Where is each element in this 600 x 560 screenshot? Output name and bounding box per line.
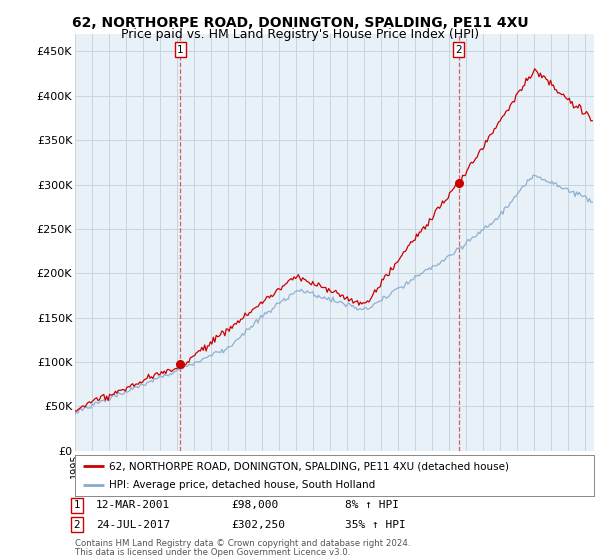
Text: 8% ↑ HPI: 8% ↑ HPI — [345, 500, 399, 510]
Text: HPI: Average price, detached house, South Holland: HPI: Average price, detached house, Sout… — [109, 480, 375, 489]
Text: 2: 2 — [73, 520, 80, 530]
Text: £98,000: £98,000 — [231, 500, 278, 510]
Text: Price paid vs. HM Land Registry's House Price Index (HPI): Price paid vs. HM Land Registry's House … — [121, 28, 479, 41]
Text: 62, NORTHORPE ROAD, DONINGTON, SPALDING, PE11 4XU: 62, NORTHORPE ROAD, DONINGTON, SPALDING,… — [71, 16, 529, 30]
Text: 1: 1 — [73, 500, 80, 510]
Text: 62, NORTHORPE ROAD, DONINGTON, SPALDING, PE11 4XU (detached house): 62, NORTHORPE ROAD, DONINGTON, SPALDING,… — [109, 461, 509, 471]
Text: £302,250: £302,250 — [231, 520, 285, 530]
Text: 24-JUL-2017: 24-JUL-2017 — [96, 520, 170, 530]
Text: This data is licensed under the Open Government Licence v3.0.: This data is licensed under the Open Gov… — [75, 548, 350, 557]
Text: 2: 2 — [455, 45, 462, 54]
Text: 12-MAR-2001: 12-MAR-2001 — [96, 500, 170, 510]
Text: 35% ↑ HPI: 35% ↑ HPI — [345, 520, 406, 530]
Text: 1: 1 — [177, 45, 184, 54]
Text: Contains HM Land Registry data © Crown copyright and database right 2024.: Contains HM Land Registry data © Crown c… — [75, 539, 410, 548]
